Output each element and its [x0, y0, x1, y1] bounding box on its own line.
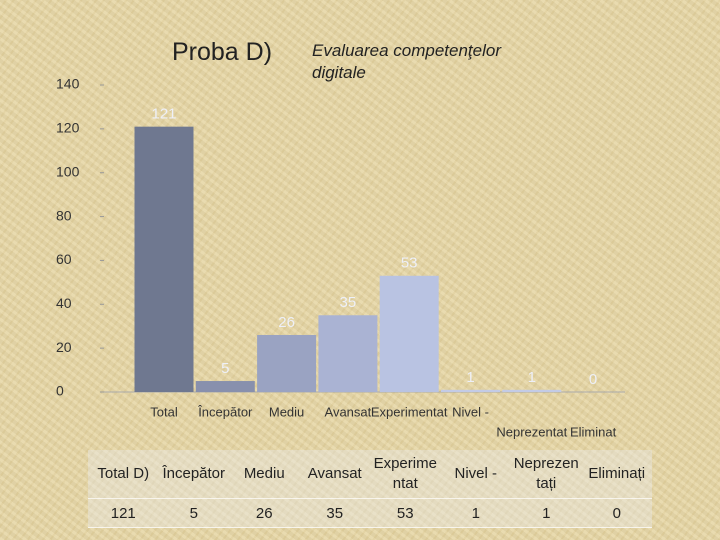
table-cell: 1 — [511, 498, 582, 528]
table-row: 121 5 26 35 53 1 1 0 — [88, 498, 652, 528]
y-tick-label: 80 — [56, 207, 72, 223]
x-tick-label: Începător — [197, 404, 253, 419]
table-cell: 121 — [88, 498, 159, 528]
y-tick-label: 120 — [56, 120, 80, 136]
table-cell: Eliminați — [581, 450, 652, 499]
x-tick-label: Mediu — [269, 404, 304, 419]
bar — [379, 275, 439, 392]
bar — [257, 334, 317, 392]
table-cell: 5 — [158, 498, 229, 528]
bar — [195, 381, 255, 392]
data-label: 1 — [466, 369, 474, 386]
data-label: 53 — [401, 255, 418, 272]
data-label: 0 — [589, 371, 597, 388]
bar — [318, 315, 378, 392]
table-cell: 26 — [229, 498, 300, 528]
y-tick-label: 40 — [56, 295, 72, 311]
table-cell: Nivel - — [440, 450, 511, 499]
data-label: 35 — [340, 294, 357, 311]
table-cell: Experimentat — [370, 450, 441, 499]
x-tick-label: Experimentat — [371, 404, 448, 419]
data-label: 5 — [221, 360, 229, 377]
table-row: Total D) Începător Mediu Avansat Experimenta… — [88, 450, 652, 499]
x-tick-label: Total — [150, 404, 178, 419]
chart-title: Proba D) — [172, 38, 273, 66]
table-cell: Mediu — [229, 450, 300, 499]
x-tick-label: Eliminat — [570, 424, 617, 439]
table-cell: Avansat — [299, 450, 370, 499]
data-label: 1 — [528, 369, 536, 386]
table-cell: 0 — [581, 498, 652, 528]
x-tick-label: Nivel - — [452, 404, 489, 419]
chart-subtitle: Evaluarea competenţelor digitale — [312, 41, 502, 82]
y-tick-label: 0 — [56, 383, 64, 399]
table-cell: Total D) — [88, 450, 159, 499]
table-cell: Începător — [158, 450, 229, 499]
bar — [134, 126, 194, 393]
y-tick-label: 100 — [56, 163, 80, 179]
table-cell: 53 — [370, 498, 441, 528]
data-table: Total D) Începător Mediu Avansat Experimenta… — [88, 450, 652, 528]
bar — [441, 389, 500, 392]
data-label: 26 — [278, 314, 295, 331]
x-tick-label: Neprezentat — [496, 424, 567, 439]
y-tick-label: 60 — [56, 251, 72, 267]
data-label: 121 — [151, 106, 176, 123]
table-cell: Neprezentați — [511, 450, 582, 499]
y-tick-label: 140 — [56, 76, 80, 92]
bar — [502, 389, 562, 392]
x-tick-label: Avansat — [325, 404, 372, 419]
table-cell: 35 — [299, 498, 370, 528]
table-cell: 1 — [440, 498, 511, 528]
y-tick-label: 20 — [56, 339, 72, 355]
